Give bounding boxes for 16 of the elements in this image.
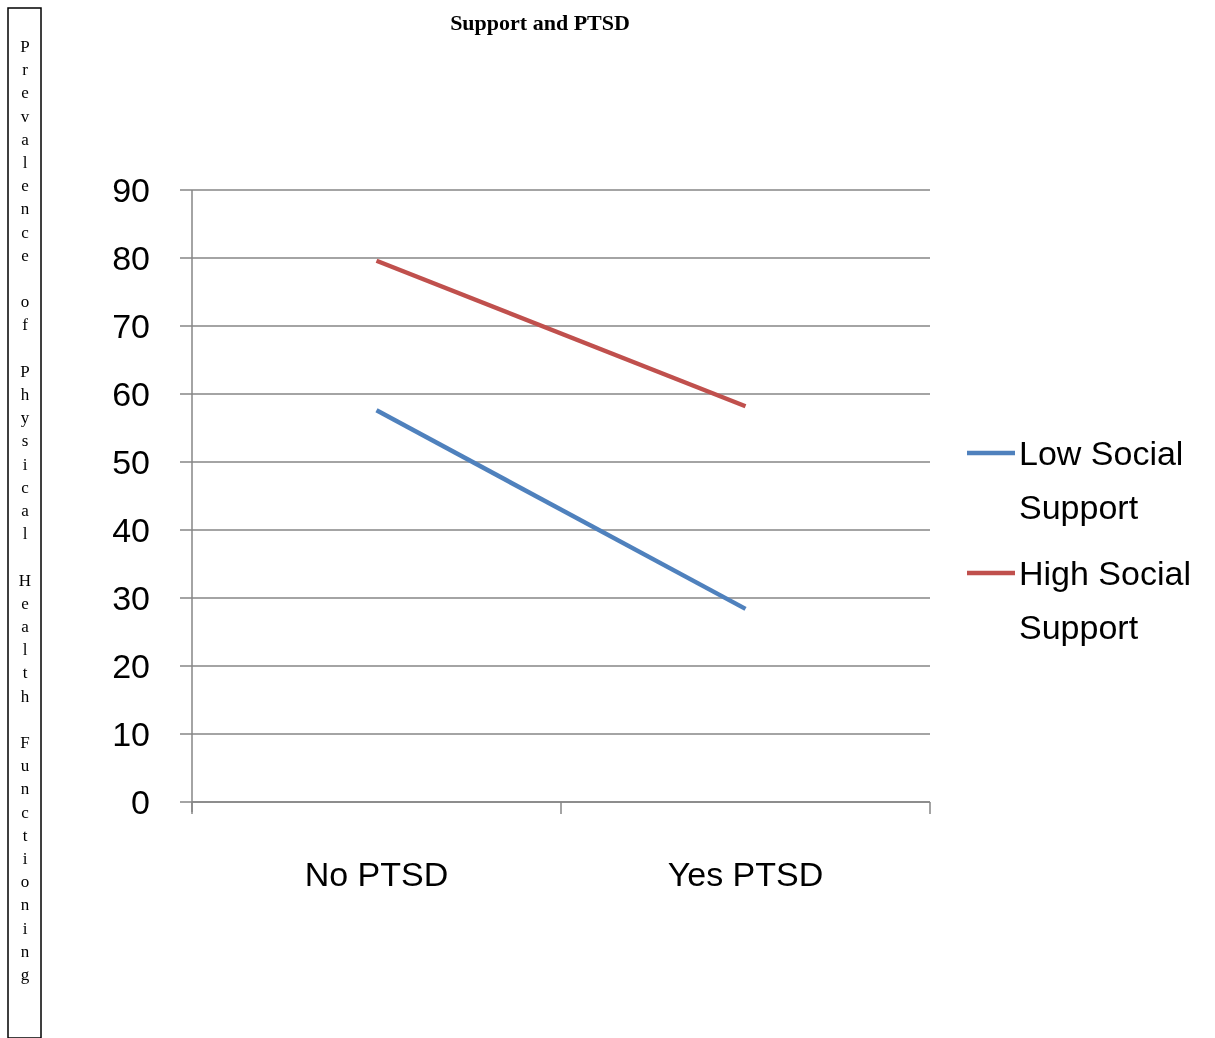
- y-tick-label: 80: [112, 238, 150, 277]
- legend-label: Low Social Support: [1019, 433, 1184, 526]
- y-tick-label: 40: [112, 510, 150, 549]
- legend-label: High Social Support: [1019, 553, 1191, 646]
- y-tick-label: 90: [112, 170, 150, 209]
- y-tick-label: 0: [131, 782, 150, 821]
- x-tick-label: No PTSD: [304, 855, 449, 893]
- y-tick-label: 20: [112, 646, 150, 685]
- chart-title: Support and PTSD: [450, 10, 630, 35]
- y-tick-label: 70: [112, 306, 150, 345]
- y-tick-label: 30: [112, 578, 150, 617]
- y-tick-label: 10: [112, 714, 150, 753]
- y-tick-label: 60: [112, 374, 150, 413]
- y-tick-label: 50: [112, 442, 150, 481]
- text: Prevalence of Physical Health Functioning: [18, 37, 32, 984]
- x-tick-label: Yes PTSD: [667, 855, 824, 893]
